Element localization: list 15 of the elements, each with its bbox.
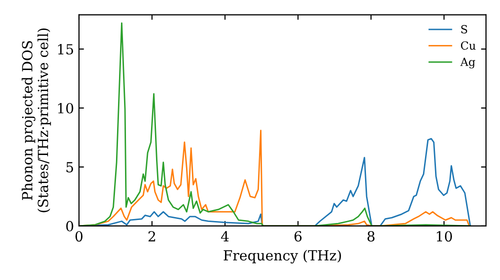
y-tick-label: 0 bbox=[66, 220, 74, 232]
y-tick-label: 15 bbox=[58, 44, 74, 55]
x-tick-label: 0 bbox=[75, 231, 82, 242]
x-tick-label: 10 bbox=[436, 231, 452, 242]
x-tick-label: 2 bbox=[148, 231, 156, 242]
legend-label: S bbox=[461, 25, 468, 34]
y-axis-title: Phonon projected DOS (States/THz·primitive cell) bbox=[22, 28, 51, 212]
x-tick-label: 4 bbox=[221, 231, 229, 242]
legend-label: Cu bbox=[460, 41, 476, 50]
x-axis-title: Frequency (THz) bbox=[224, 250, 341, 264]
y-tick-label: 10 bbox=[58, 102, 74, 114]
legend-label: Ag bbox=[460, 58, 476, 68]
x-tick-label: 6 bbox=[294, 231, 302, 242]
y-tick-label: 5 bbox=[66, 162, 74, 172]
x-tick-label: 8 bbox=[368, 231, 374, 242]
